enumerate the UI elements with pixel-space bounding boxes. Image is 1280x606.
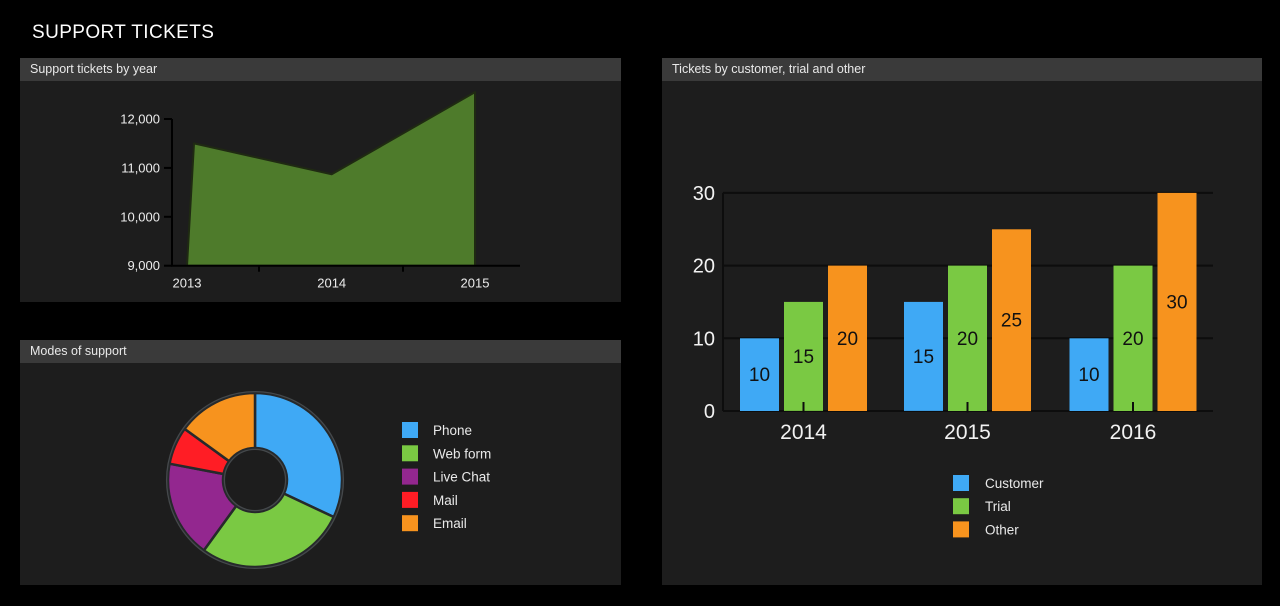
panel-header-tickets-by-type: Tickets by customer, trial and other: [662, 58, 1262, 81]
legend-label-other: Other: [985, 522, 1019, 537]
panel-tickets-by-type: Tickets by customer, trial and other 10 1…: [662, 58, 1262, 585]
legend-swatch-mail[interactable]: [402, 491, 418, 508]
x-tick-label: 2013: [173, 276, 202, 291]
y-tick-label: 11,000: [121, 160, 160, 175]
x-tick-label: 2015: [461, 276, 490, 291]
legend-swatch-web-form[interactable]: [402, 445, 418, 462]
legend-swatch-customer[interactable]: [953, 475, 969, 491]
bar-trial-2014[interactable]: [784, 301, 823, 411]
bar-value-label-customer-2015: 15: [913, 347, 934, 368]
bar-value-label-customer-2014: 10: [749, 365, 770, 386]
legend-item-web-form[interactable]: Web form: [402, 445, 491, 462]
y-tick-label: 9,000: [127, 258, 160, 273]
bar-value-label-other-2016: 30: [1166, 292, 1187, 313]
pie-slice-phone[interactable]: [253, 391, 344, 519]
y-tick-label: 0: [704, 401, 715, 423]
legend-label-live-chat: Live Chat: [433, 470, 490, 485]
legend-label-email: Email: [433, 516, 467, 531]
x-tick-label: 2014: [780, 421, 827, 444]
y-tick-label: 30: [693, 183, 715, 205]
legend-label-phone: Phone: [433, 423, 472, 438]
bar-other-2014[interactable]: [828, 265, 867, 411]
legend-swatch-phone[interactable]: [402, 422, 418, 438]
area-series-support-tickets[interactable]: [186, 91, 476, 267]
bar-customer-2016[interactable]: [1069, 338, 1109, 411]
bar-customer-2015[interactable]: [904, 301, 943, 411]
area-chart-support-by-year: 9,000 10,000 11,000 12,000 2013 2014 2015: [120, 91, 520, 291]
legend-swatch-live-chat[interactable]: [402, 468, 418, 485]
panel-header-modes-of-support: Modes of support: [20, 340, 621, 363]
legend-item-phone[interactable]: Phone: [402, 422, 472, 438]
y-tick-label: 12,000: [120, 112, 160, 127]
legend-item-trial[interactable]: Trial: [953, 498, 1011, 515]
bar-other-2015[interactable]: [992, 229, 1031, 412]
donut-inner-ring: [223, 448, 287, 512]
pie-slice-email[interactable]: [183, 391, 257, 463]
bar-value-label-other-2014: 20: [837, 329, 858, 350]
bar-other-2016[interactable]: [1157, 192, 1197, 411]
x-tick-label: 2016: [1110, 421, 1157, 444]
bar-value-label-customer-2016: 10: [1078, 365, 1099, 386]
y-tick-label: 10,000: [120, 209, 160, 224]
page-title: SUPPORT TICKETS: [32, 21, 215, 43]
legend-swatch-trial[interactable]: [953, 498, 969, 515]
legend-label-trial: Trial: [985, 499, 1011, 514]
panel-modes-of-support: Modes of support Phone Web form Live Chat M…: [20, 340, 621, 585]
bar-value-label-trial-2014: 15: [793, 347, 814, 368]
bar-customer-2014[interactable]: [740, 338, 779, 411]
donut-outer-ring: [165, 390, 345, 570]
bar-value-label-trial-2015: 20: [957, 329, 978, 350]
donut-chart-modes-of-support: Phone Web form Live Chat Mail Email: [165, 390, 491, 570]
pie-slice-live-chat[interactable]: [166, 462, 238, 552]
panel-support-tickets-by-year: Support tickets by year 9,000 10,000 11,00…: [20, 58, 621, 302]
legend-label-web-form: Web form: [433, 446, 491, 461]
y-tick-label: 20: [693, 256, 715, 278]
bar-value-label-other-2015: 25: [1001, 311, 1022, 332]
legend-swatch-email[interactable]: [402, 515, 418, 532]
legend-label-mail: Mail: [433, 493, 458, 508]
x-tick-label: 2014: [317, 276, 346, 291]
legend-label-customer: Customer: [985, 476, 1044, 491]
legend-item-mail[interactable]: Mail: [402, 491, 458, 508]
pie-slice-web-form[interactable]: [202, 492, 335, 569]
legend-item-email[interactable]: Email: [402, 515, 467, 532]
legend-item-live-chat[interactable]: Live Chat: [402, 468, 490, 485]
legend-item-other[interactable]: Other: [953, 521, 1019, 538]
legend-swatch-other[interactable]: [953, 521, 969, 538]
bar-trial-2016[interactable]: [1113, 265, 1153, 411]
x-tick-label: 2015: [944, 421, 991, 444]
panel-header-support-by-year: Support tickets by year: [20, 58, 621, 81]
legend-item-customer[interactable]: Customer: [953, 475, 1044, 491]
bar-trial-2015[interactable]: [948, 265, 987, 411]
y-tick-label: 10: [693, 328, 715, 350]
bar-value-label-trial-2016: 20: [1122, 329, 1143, 350]
bar-chart-tickets-by-type: 10 15 10 15 20 20 20 25 30 0 10 20 30 2014 2015 2016 Cus…: [693, 183, 1213, 538]
